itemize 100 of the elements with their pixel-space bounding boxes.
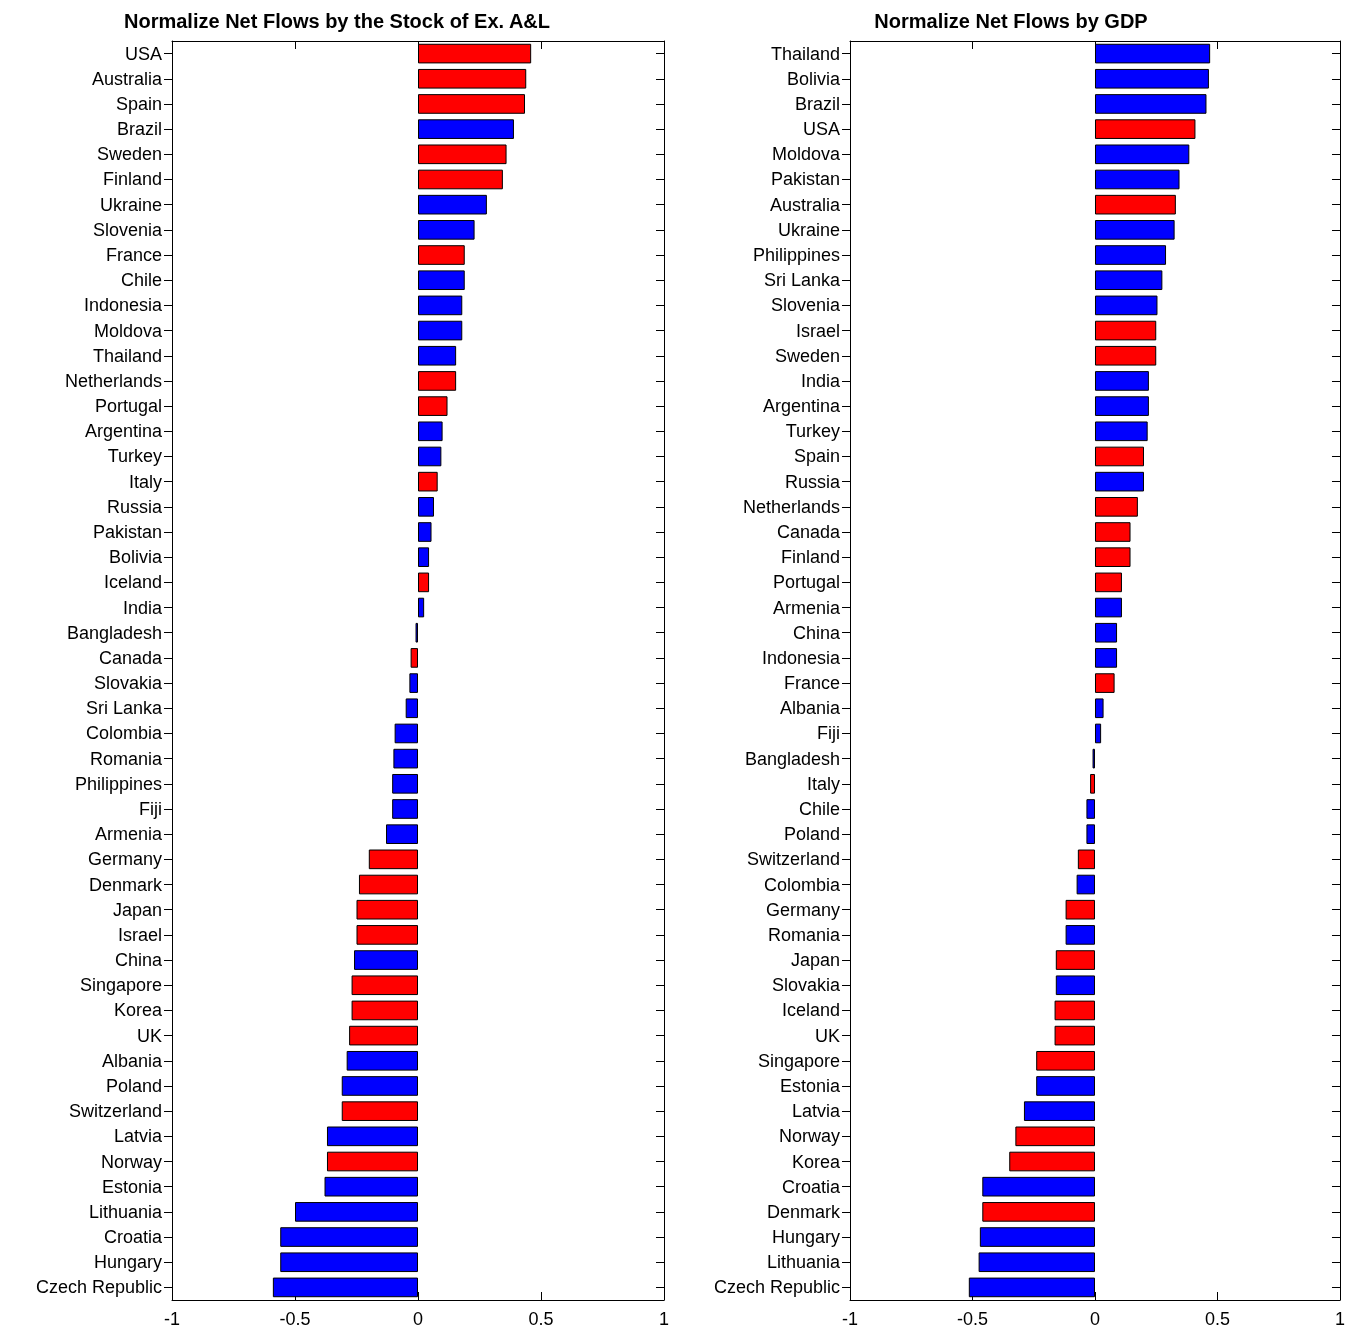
bar [418,597,425,618]
bar [354,950,418,970]
bar [1095,119,1196,139]
y-tick-label: Germany [87,849,162,870]
y-tick-label: Latvia [113,1126,163,1147]
bar [418,471,438,492]
y-tick-label: Slovenia [92,219,163,240]
y-tick-label: Italy [128,471,162,492]
bar [324,1176,418,1197]
bar [1095,497,1138,517]
bar [1090,773,1095,794]
y-tick-label: Sri Lanka [763,270,841,291]
y-tick-label: Norway [100,1151,162,1172]
bar [418,194,487,215]
y-tick-label: Philippines [752,245,840,266]
y-tick-label: Canada [776,522,841,543]
y-tick-label: Slovakia [93,673,163,694]
y-tick-label: Japan [790,950,840,971]
y-tick-label: USA [802,119,840,140]
y-tick-label: Albania [101,1050,163,1071]
y-tick-label: Norway [778,1126,840,1147]
y-tick-label: Japan [112,899,162,920]
bar [272,1277,418,1298]
y-tick-label: Iceland [781,1000,840,1021]
bar [1023,1101,1095,1121]
y-tick-label: Argentina [84,421,163,442]
bar [1055,975,1095,996]
y-tick-label: China [114,950,163,971]
y-tick-label: Bangladesh [744,748,840,769]
y-tick-label: Czech Republic [35,1277,162,1298]
y-tick-label: USA [124,43,162,64]
y-tick-label: Ukraine [777,219,840,240]
bar [418,270,465,291]
y-tick-label: Lithuania [88,1201,163,1222]
bar [418,345,457,366]
y-tick-label: Sweden [774,345,840,366]
y-tick-label: Singapore [79,975,162,996]
bar [1095,194,1176,215]
bar [1077,849,1095,870]
y-tick-label: Spain [115,93,162,114]
y-tick-label: Denmark [766,1201,841,1222]
bar [409,673,418,693]
y-tick-label: Croatia [781,1176,841,1197]
bar [326,1151,418,1172]
bar [418,522,432,542]
y-tick-label: Chile [798,798,840,819]
y-tick-label: Switzerland [746,849,840,870]
bar [1036,1076,1095,1096]
y-tick-label: Czech Republic [713,1277,840,1298]
y-tick-label: Indonesia [83,295,163,316]
bar [418,43,532,64]
y-tick-label: Switzerland [68,1101,162,1122]
bar [418,320,463,341]
y-tick-label: Iceland [103,572,162,593]
bar [356,899,418,920]
y-tick-label: Indonesia [761,647,841,668]
bar [982,1176,1095,1197]
y-tick-label: Israel [117,924,162,945]
x-tick-label: 0 [1089,1309,1101,1329]
y-tick-label: Bolivia [786,68,841,89]
y-tick-label: Israel [795,320,840,341]
y-tick-label: Italy [806,773,840,794]
y-tick-label: Denmark [88,874,163,895]
bar [349,1025,418,1046]
y-tick-label: Thailand [770,43,840,64]
y-tick-label: Slovenia [770,295,841,316]
bar [1095,169,1180,190]
x-tick-label: -1 [841,1309,859,1329]
bar [418,421,443,442]
bar [410,648,418,668]
bar [280,1252,418,1273]
bar [1095,698,1104,719]
bar [1095,648,1118,668]
bar [368,849,418,870]
y-tick-label: Croatia [103,1227,163,1248]
y-tick-label: Australia [769,194,841,215]
y-tick-label: Finland [780,547,840,568]
bar [1055,950,1095,970]
y-tick-label: Australia [91,68,163,89]
bar [418,169,503,190]
bar [1054,1000,1095,1021]
bar [1095,94,1207,114]
bar [418,144,507,165]
chart-title: Normalize Net Flows by the Stock of Ex. A&L [124,10,550,32]
y-tick-label: Korea [113,1000,163,1021]
bar [1095,43,1211,64]
y-tick-label: Slovakia [771,975,841,996]
y-tick-label: Netherlands [64,370,162,391]
bar [1086,799,1095,819]
y-tick-label: Moldova [771,144,841,165]
bar [1095,245,1167,265]
y-tick-label: Netherlands [742,496,840,517]
y-tick-label: Armenia [772,597,841,618]
bar [1095,572,1122,593]
y-tick-label: Russia [106,496,163,517]
y-tick-label: Chile [120,270,162,291]
y-tick-label: Poland [783,824,840,845]
bar [418,446,442,467]
bar [1095,68,1209,89]
bar [1095,673,1115,693]
